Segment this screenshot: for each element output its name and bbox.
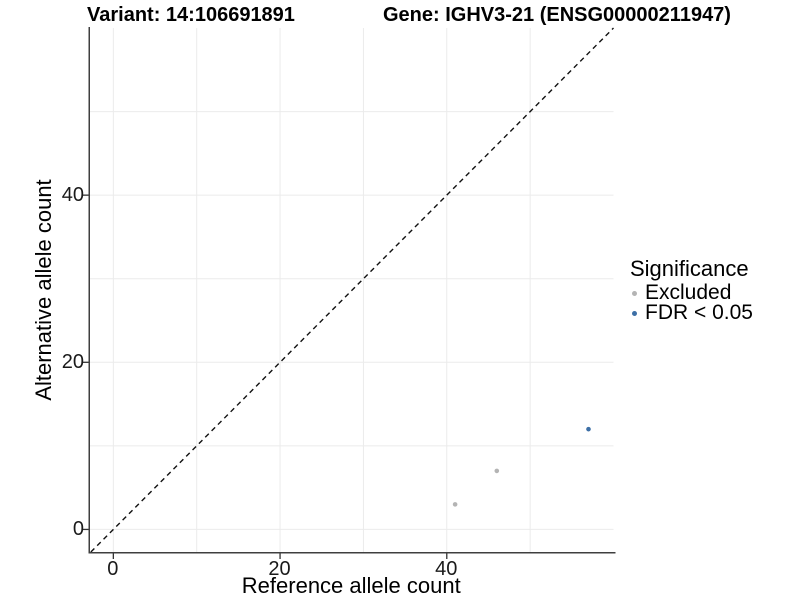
legend-item-label: Excluded xyxy=(645,281,732,304)
y-tick-label: 40 xyxy=(61,184,84,207)
data-point xyxy=(452,502,457,507)
x-axis-label: Reference allele count xyxy=(241,573,461,598)
legend-item-fdr: FDR < 0.05 xyxy=(630,301,753,324)
legend: Significance Excluded FDR < 0.05 xyxy=(630,256,753,324)
fdr-point-icon xyxy=(632,310,637,316)
legend-item-excluded: Excluded xyxy=(630,281,753,304)
excluded-point-icon xyxy=(632,290,637,296)
plot-title-variant: Variant: 14:106691891 xyxy=(87,4,295,26)
y-tick-label: 0 xyxy=(72,518,84,541)
legend-title: Significance xyxy=(630,256,749,281)
data-point xyxy=(493,468,499,474)
plot-title-gene: Gene: IGHV3-21 (ENSG00000211947) xyxy=(383,4,731,26)
legend-item-label: FDR < 0.05 xyxy=(645,301,753,324)
y-tick-label: 20 xyxy=(61,351,84,374)
plot-panel xyxy=(82,27,615,559)
plot-area-svg xyxy=(82,27,615,559)
data-point xyxy=(585,426,591,432)
x-tick-label: 40 xyxy=(435,558,458,580)
x-tick-label: 0 xyxy=(107,558,119,580)
identity-dashed-line xyxy=(89,27,614,553)
x-tick-label: 20 xyxy=(268,558,291,580)
